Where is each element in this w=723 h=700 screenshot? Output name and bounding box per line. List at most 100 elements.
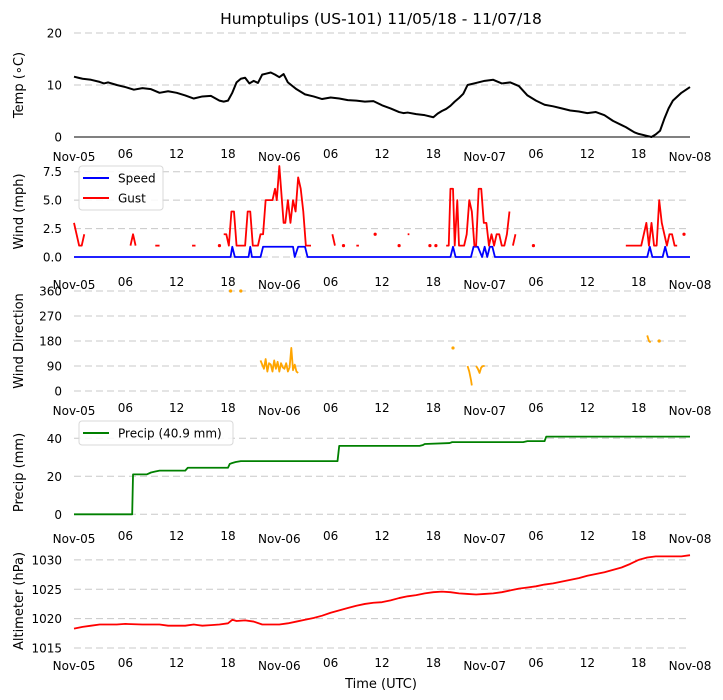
x-tick-label: 18 [220,401,235,415]
y-axis-label: Wind Direction [12,293,27,389]
x-tick-label: Nov-08 [669,150,712,164]
x-tick-label: 06 [323,147,338,161]
y-tick-label: 180 [39,335,62,349]
panel-precip: 0 20 40 Precip (mm) Nov-05 06 12 18 Nov-06 06 12 18… [12,420,712,546]
series-line-direction [259,347,299,374]
y-tick-label: 360 [39,285,62,299]
x-tick-label: Nov-08 [669,278,712,292]
series-line-gust [223,165,311,247]
x-tick-label: 06 [118,656,133,670]
x-tick-label: Nov-06 [258,150,301,164]
x-tick-label: Nov-06 [258,659,301,673]
x-tick-label: Nov-07 [463,150,506,164]
x-tick-label: Nov-05 [53,659,96,673]
x-tick-label: 18 [631,275,646,289]
x-tick-label: 18 [220,275,235,289]
x-tick-label: 06 [528,401,543,415]
x-tick-label: 12 [374,401,389,415]
x-tick-label: Nov-05 [53,532,96,546]
y-axis-label: Precip (mm) [12,433,27,512]
x-tick-label: 12 [169,147,184,161]
x-tick-label: Nov-07 [463,404,506,418]
x-tick-label: 06 [118,401,133,415]
series-line-altimeter [73,554,691,630]
series-line-direction [475,365,485,374]
x-tick-label: Nov-06 [258,404,301,418]
x-tick-label: 18 [426,147,441,161]
series-line-precip [74,435,690,516]
data-point-direction [239,289,243,293]
y-tick-label: 10 [47,79,62,93]
series-line-gust [625,199,678,247]
data-point-gust [428,244,432,248]
x-tick-label: 18 [426,401,441,415]
x-tick-label: 12 [169,275,184,289]
x-tick-label: 18 [631,529,646,543]
x-tick-label: 06 [528,147,543,161]
x-tick-label: 12 [580,147,595,161]
panel-wind_direction: 0 90 180 270 360 Wind Direction Nov-05 06 12 18 No… [12,285,711,419]
x-tick-label: 12 [374,529,389,543]
series-line-gust [73,222,86,247]
x-tick-label: 06 [118,147,133,161]
y-tick-label: 0 [54,131,62,145]
data-point-direction [451,346,455,350]
x-tick-label: 06 [528,656,543,670]
legend-box [78,420,234,446]
x-tick-label: 18 [426,529,441,543]
y-tick-label: 0 [54,508,62,522]
x-tick-label: 12 [374,147,389,161]
x-tick-label: 06 [323,401,338,415]
y-tick-label: 0 [54,385,62,399]
x-tick-label: 12 [580,656,595,670]
series-line-gust [129,233,137,246]
y-tick-label: 0.0 [43,251,62,265]
series-line-gust [446,187,511,247]
x-tick-label: 18 [220,656,235,670]
x-tick-label: 06 [323,275,338,289]
y-tick-label: 1015 [31,642,62,656]
x-tick-label: Nov-06 [258,278,301,292]
x-tick-label: 06 [528,529,543,543]
x-tick-label: Nov-07 [463,659,506,673]
y-tick-label: 1030 [31,553,62,567]
x-tick-label: 12 [374,275,389,289]
x-tick-label: 12 [580,401,595,415]
x-tick-label: 12 [374,656,389,670]
panel-temp: 0 10 20 Temp (∘C) Nov-05 06 12 18 Nov-06 06 12 18 No… [12,27,711,165]
x-tick-label: 12 [169,656,184,670]
x-tick-label: Nov-05 [53,150,96,164]
x-tick-label: 06 [323,529,338,543]
data-point-direction [228,289,233,293]
y-tick-label: 1020 [31,612,62,626]
y-tick-label: 2.5 [43,222,62,236]
data-point-gust [217,244,222,248]
y-tick-label: 1025 [31,583,62,597]
x-tick-label: 18 [631,656,646,670]
y-tick-label: 40 [47,432,62,446]
x-tick-label: 06 [323,656,338,670]
x-tick-label: 18 [631,147,646,161]
y-tick-label: 5.0 [43,194,62,208]
x-tick-label: 18 [220,147,235,161]
x-tick-label: 18 [220,529,235,543]
x-tick-label: Nov-05 [53,404,96,418]
x-tick-label: Nov-07 [463,278,506,292]
y-tick-label: 270 [39,310,62,324]
x-tick-label: Nov-06 [258,532,301,546]
series-line-direction [646,335,652,344]
x-tick-label: Nov-08 [669,532,712,546]
y-tick-label: 90 [47,360,62,374]
data-point-gust [341,244,346,248]
y-tick-label: 20 [47,27,62,41]
data-point-direction [657,339,661,343]
x-tick-label: 06 [118,529,133,543]
series-line-temp [73,71,691,138]
legend-label: Speed [118,172,156,186]
x-tick-label: 06 [118,275,133,289]
legend-label: Gust [118,192,146,206]
panel-wind: 0.0 2.5 5.0 7.5 Wind (mph) Nov-05 06 12 18 Nov-06… [12,165,711,292]
data-point-gust [397,244,401,248]
x-tick-label: 12 [580,275,595,289]
